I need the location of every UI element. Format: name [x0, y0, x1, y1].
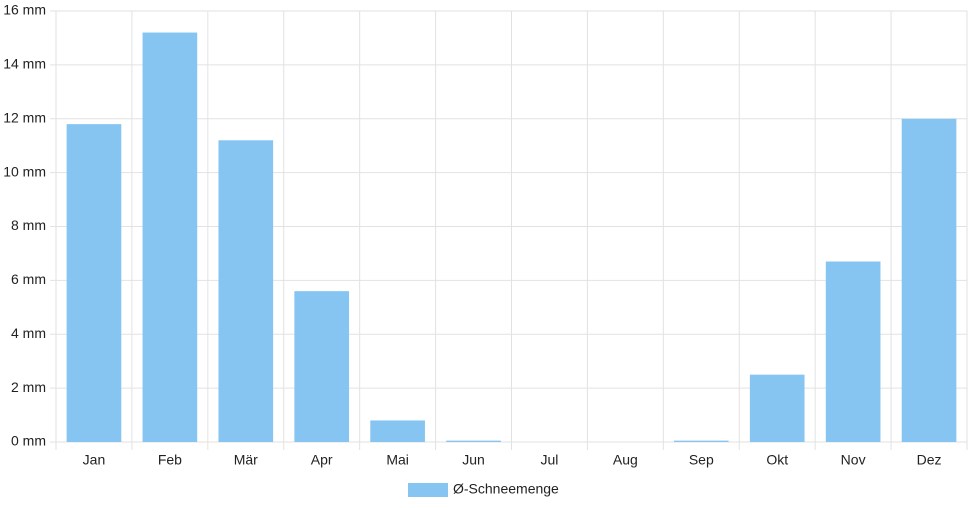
y-tick-label: 4 mm [11, 325, 46, 341]
x-tick-label: Jul [541, 452, 559, 468]
bar [218, 140, 274, 443]
y-tick-label: 10 mm [3, 163, 46, 179]
x-tick-label: Mär [234, 452, 258, 468]
x-tick-label: Okt [766, 452, 788, 468]
bar [370, 420, 425, 442]
y-tick-label: 2 mm [11, 379, 46, 395]
x-tick-label: Dez [917, 452, 942, 468]
x-tick-label: Sep [689, 452, 714, 468]
x-tick-label: Aug [613, 452, 638, 468]
x-tick-label: Feb [158, 452, 182, 468]
y-tick-label: 8 mm [11, 217, 46, 233]
x-tick-label: Mai [386, 452, 409, 468]
bar [66, 124, 122, 442]
bar [294, 291, 350, 442]
x-tick-label: Nov [841, 452, 866, 468]
x-tick-label: Jun [462, 452, 485, 468]
y-tick-label: 12 mm [3, 109, 46, 125]
bar [825, 261, 881, 442]
bar [749, 374, 805, 442]
bar [901, 118, 957, 442]
legend-swatch [408, 483, 448, 497]
bar [142, 32, 198, 443]
bar [673, 440, 729, 442]
legend-label: Ø-Schneemenge [453, 481, 559, 497]
y-tick-label: 16 mm [3, 2, 46, 18]
bar [446, 440, 501, 442]
x-tick-label: Jan [83, 452, 106, 468]
y-tick-label: 14 mm [3, 56, 46, 72]
y-tick-label: 0 mm [11, 433, 46, 449]
x-tick-label: Apr [311, 452, 333, 468]
y-tick-label: 6 mm [11, 271, 46, 287]
